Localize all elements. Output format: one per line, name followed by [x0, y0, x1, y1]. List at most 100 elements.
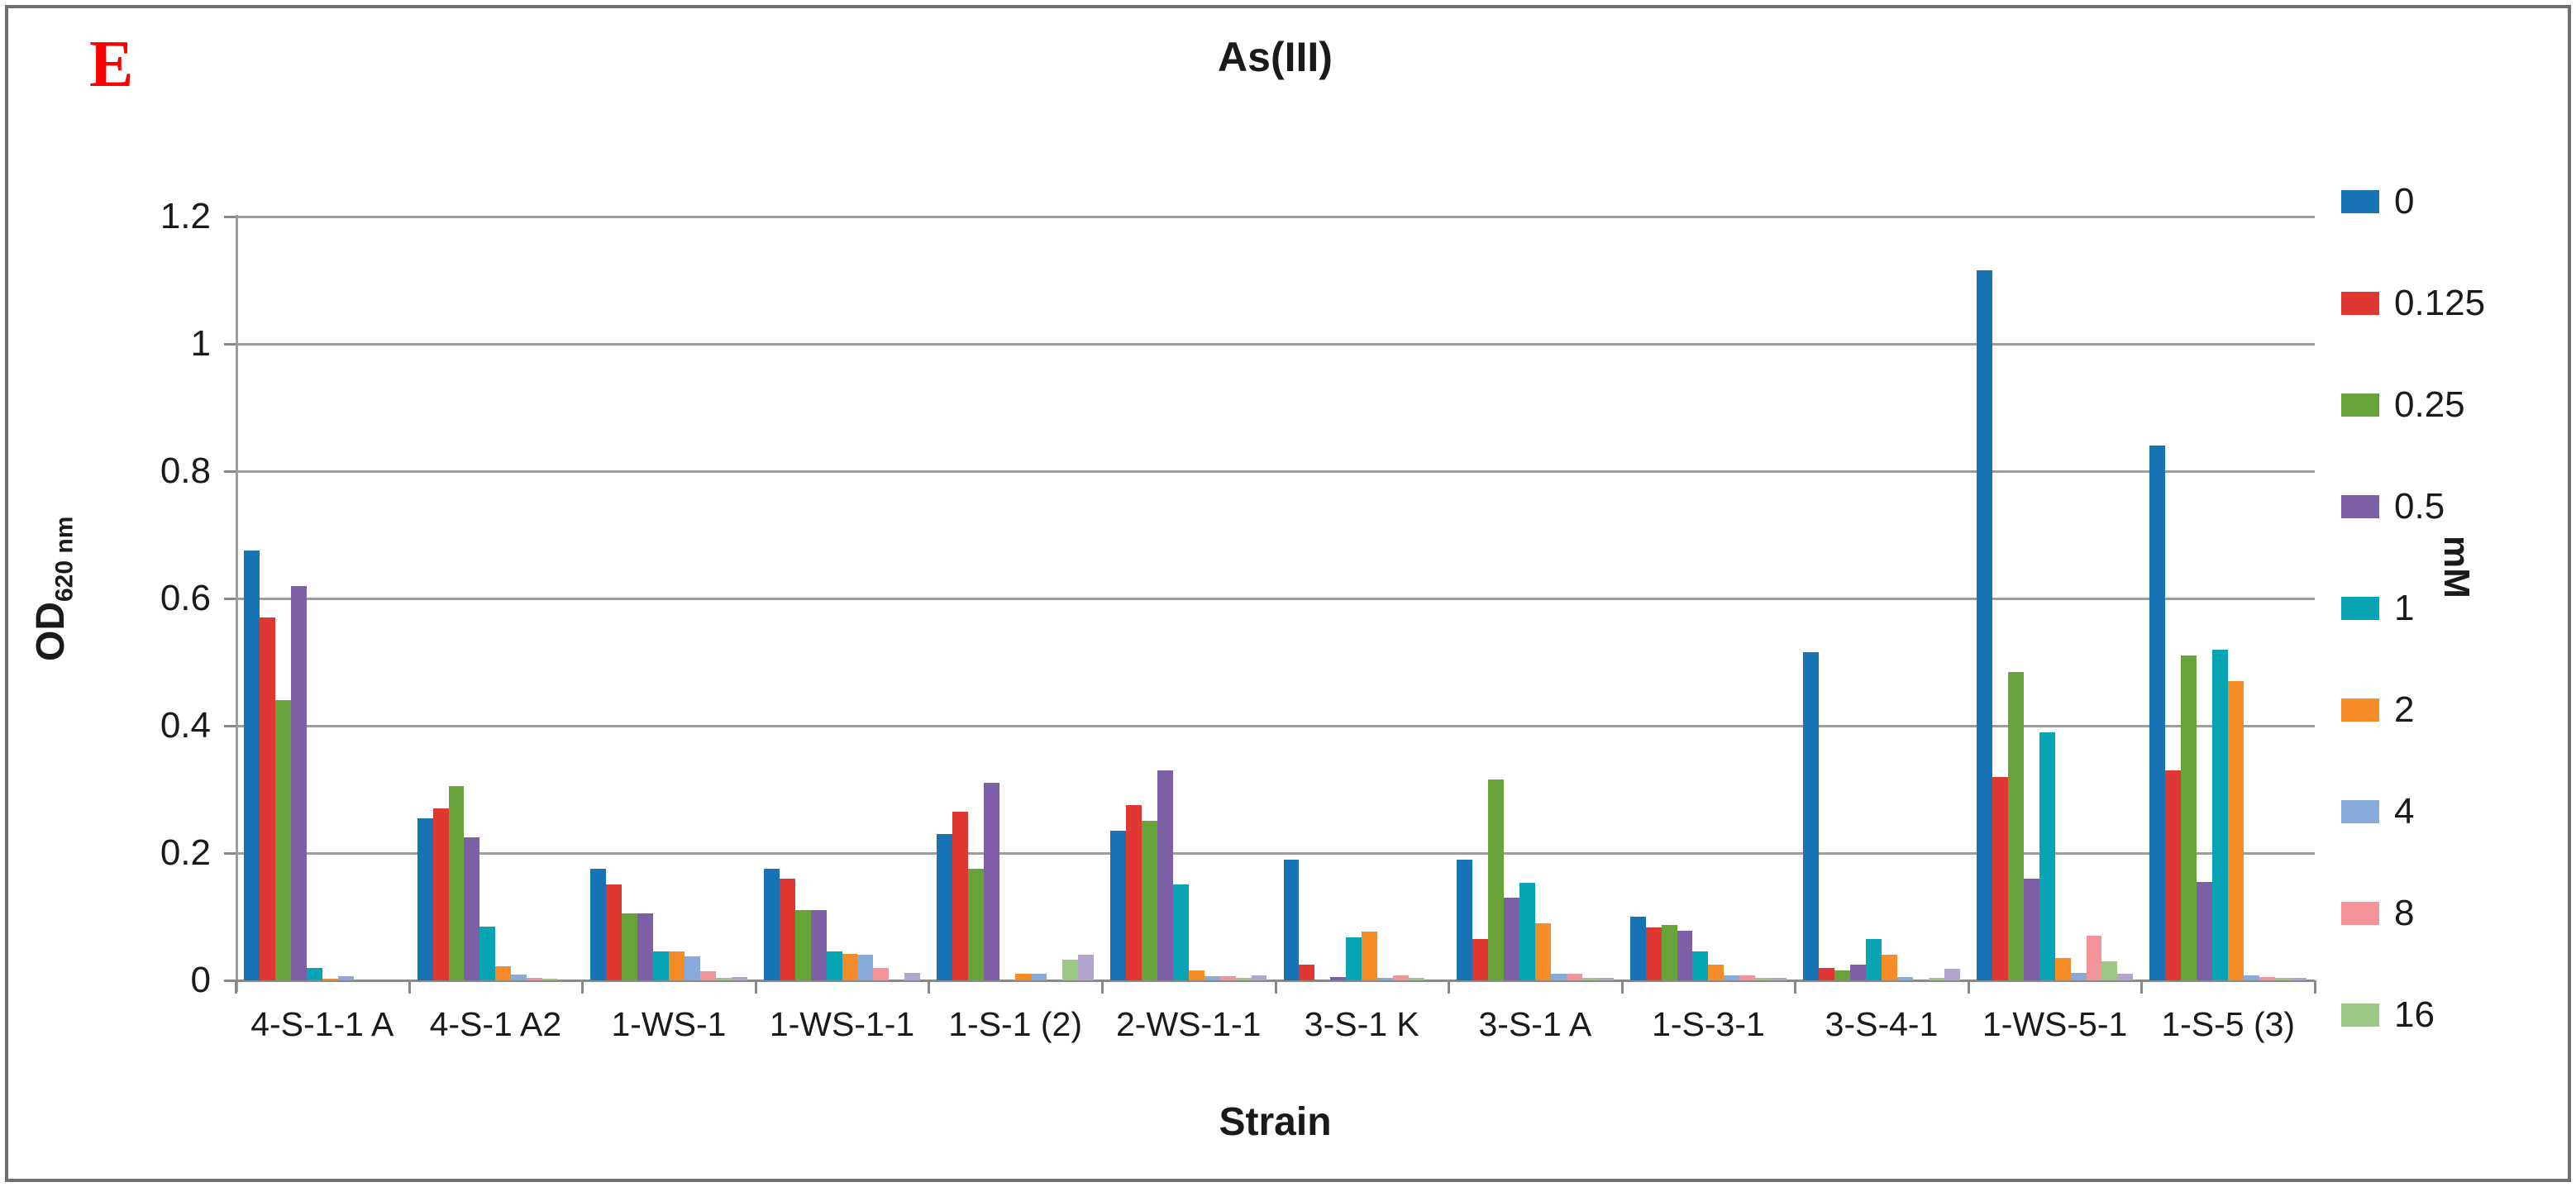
- y-tick-mark: [224, 216, 236, 218]
- bar: [1739, 975, 1756, 980]
- legend-swatch: [2341, 189, 2379, 213]
- bar: [1944, 969, 1960, 980]
- bar-group: [1102, 217, 1276, 980]
- bar: [2275, 978, 2291, 980]
- bar: [2291, 978, 2306, 980]
- legend-label: 2: [2394, 689, 2415, 730]
- x-tick-mark: [408, 980, 411, 994]
- bar: [637, 913, 653, 980]
- legend-item: 1: [2341, 557, 2485, 659]
- bar: [810, 910, 827, 980]
- gridline: [236, 216, 2315, 218]
- bar: [1819, 968, 1835, 980]
- bar: [731, 977, 747, 980]
- legend-label: 0.5: [2394, 485, 2445, 527]
- legend-swatch: [2341, 799, 2379, 823]
- bar: [1488, 779, 1504, 980]
- bar: [684, 956, 700, 980]
- bar: [511, 975, 527, 980]
- x-tick-mark: [2140, 980, 2144, 994]
- bar: [606, 884, 623, 980]
- bar: [1157, 770, 1173, 980]
- y-tick-mark: [224, 343, 236, 346]
- bar: [1519, 883, 1535, 980]
- bar: [2070, 973, 2087, 980]
- bar: [2149, 446, 2166, 980]
- y-tick-label: 0.8: [160, 450, 211, 491]
- x-tick-mark: [1448, 980, 1451, 994]
- bar: [1645, 927, 1662, 980]
- legend-item: 0.5: [2341, 455, 2485, 557]
- y-tick-label: 1: [190, 323, 211, 364]
- bar: [699, 971, 716, 980]
- bar: [1581, 978, 1598, 980]
- y-tick-mark: [224, 470, 236, 473]
- bar: [2212, 650, 2229, 980]
- x-category-label: 1-WS-5-1: [1982, 1005, 2128, 1043]
- bar: [274, 700, 291, 980]
- bar: [937, 834, 953, 980]
- chart-title: As(III): [1218, 34, 1333, 80]
- x-category-label: 1-WS-1: [611, 1005, 727, 1043]
- bar: [1834, 970, 1851, 980]
- bar-group: [2141, 217, 2315, 980]
- bar: [590, 869, 607, 980]
- legend-label: 4: [2394, 790, 2415, 832]
- y-tick-mark: [224, 980, 236, 982]
- x-category-label: 3-S-1 K: [1304, 1005, 1419, 1043]
- legend-item: 0.25: [2341, 354, 2485, 455]
- legend-swatch: [2341, 494, 2379, 518]
- bar: [2165, 770, 2182, 980]
- legend: 0 0.125 0.25 0.5 1 2 4 8 16: [2341, 150, 2485, 1065]
- bar: [1724, 975, 1740, 980]
- bar: [1976, 270, 1992, 980]
- gridline: [236, 598, 2315, 600]
- bar: [1219, 976, 1236, 980]
- bar: [2117, 974, 2134, 980]
- bar: [1235, 978, 1252, 980]
- bar: [652, 951, 669, 980]
- bar: [2039, 732, 2055, 980]
- bar: [1141, 821, 1157, 980]
- bar: [1661, 925, 1677, 980]
- bar: [1204, 976, 1220, 980]
- legend-item: 4: [2341, 760, 2485, 862]
- x-tick-mark: [235, 980, 237, 994]
- legend-swatch: [2341, 393, 2379, 417]
- legend-swatch: [2341, 596, 2379, 620]
- bar: [1597, 978, 1614, 980]
- bar-group: [1448, 217, 1622, 980]
- legend-item: 8: [2341, 862, 2485, 964]
- bar: [1992, 777, 2008, 980]
- x-category-label: 4-S-1-1 A: [250, 1005, 394, 1043]
- bar: [1928, 978, 1944, 980]
- bar: [826, 951, 842, 980]
- legend-title: mM: [2436, 536, 2477, 598]
- bar: [779, 879, 795, 980]
- bar: [1882, 955, 1897, 980]
- bar: [622, 913, 638, 980]
- x-category-label: 1-WS-1-1: [769, 1005, 915, 1043]
- bar: [1803, 652, 1820, 980]
- bar: [1283, 860, 1300, 980]
- bar: [1708, 965, 1724, 980]
- bar: [464, 837, 480, 980]
- bar: [495, 966, 512, 980]
- y-tick-label: 0.6: [160, 578, 211, 618]
- bar: [1362, 932, 1378, 980]
- y-axis-line: [236, 215, 238, 992]
- bar-group: [1276, 217, 1449, 980]
- bar-group: [236, 217, 409, 980]
- legend-item: 16: [2341, 964, 2485, 1065]
- y-tick-label: 0.2: [160, 832, 211, 873]
- legend-swatch: [2341, 698, 2379, 722]
- legend-label: 0.25: [2394, 384, 2465, 425]
- bar: [1172, 884, 1189, 980]
- bar-group: [1622, 217, 1796, 980]
- legend-item: 2: [2341, 659, 2485, 760]
- legend-label: 0.125: [2394, 282, 2486, 323]
- bar: [1896, 977, 1913, 980]
- bar: [479, 927, 496, 980]
- bar: [1077, 955, 1094, 980]
- bar: [1377, 978, 1394, 980]
